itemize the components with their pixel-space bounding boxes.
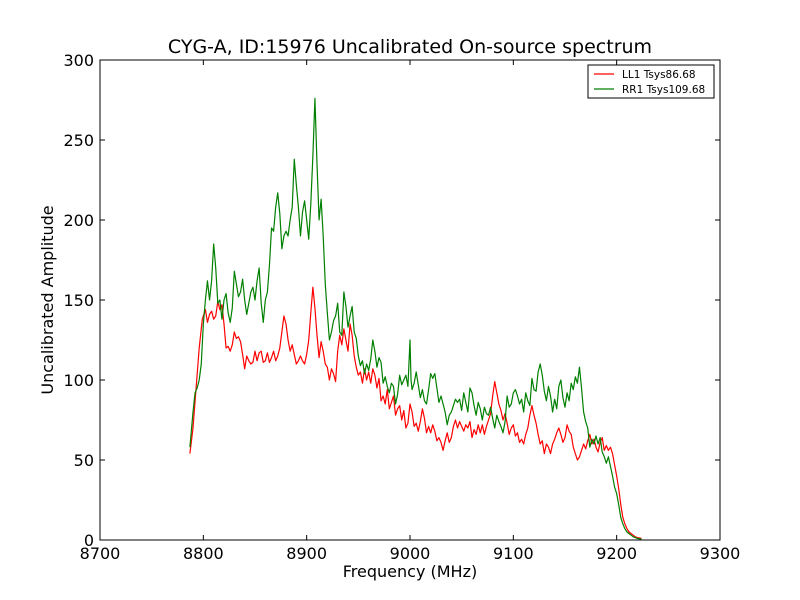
legend: LL1 Tsys86.68 RR1 Tsys109.68 (587, 64, 715, 99)
y-tick-label: 150 (63, 291, 94, 310)
x-tick-label: 9000 (390, 544, 431, 563)
y-axis-label: Uncalibrated Amplitude (38, 205, 57, 394)
series-line-ll1 (189, 286, 642, 539)
tick-layer: 8700 8800 8900 9000 9100 9200 9300 0 50 100 150 200… (63, 51, 740, 563)
x-tick-label: 8900 (286, 544, 327, 563)
y-tick-label: 0 (84, 531, 94, 550)
legend-label-ll1: LL1 Tsys86.68 (622, 69, 696, 81)
plot-area: 8700 8800 8900 9000 9100 9200 9300 0 50 100 150 200… (63, 51, 740, 563)
series-line-rr1 (189, 97, 642, 540)
y-tick-label: 300 (63, 51, 94, 70)
x-tick-label: 9300 (700, 544, 741, 563)
y-tick-label: 50 (74, 451, 94, 470)
x-axis-label: Frequency (MHz) (343, 562, 477, 581)
x-tick-label: 8800 (183, 544, 224, 563)
y-tick-label: 100 (63, 371, 94, 390)
series-layer (189, 97, 642, 540)
plot-frame (100, 60, 720, 540)
y-tick-label: 200 (63, 211, 94, 230)
legend-label-rr1: RR1 Tsys109.68 (622, 84, 705, 96)
chart-title: CYG-A, ID:15976 Uncalibrated On-source s… (168, 36, 652, 58)
y-tick-label: 250 (63, 131, 94, 150)
legend-box (587, 64, 715, 99)
x-tick-label: 9100 (493, 544, 534, 563)
x-tick-label: 9200 (596, 544, 637, 563)
x-tick-label: 8700 (80, 544, 121, 563)
